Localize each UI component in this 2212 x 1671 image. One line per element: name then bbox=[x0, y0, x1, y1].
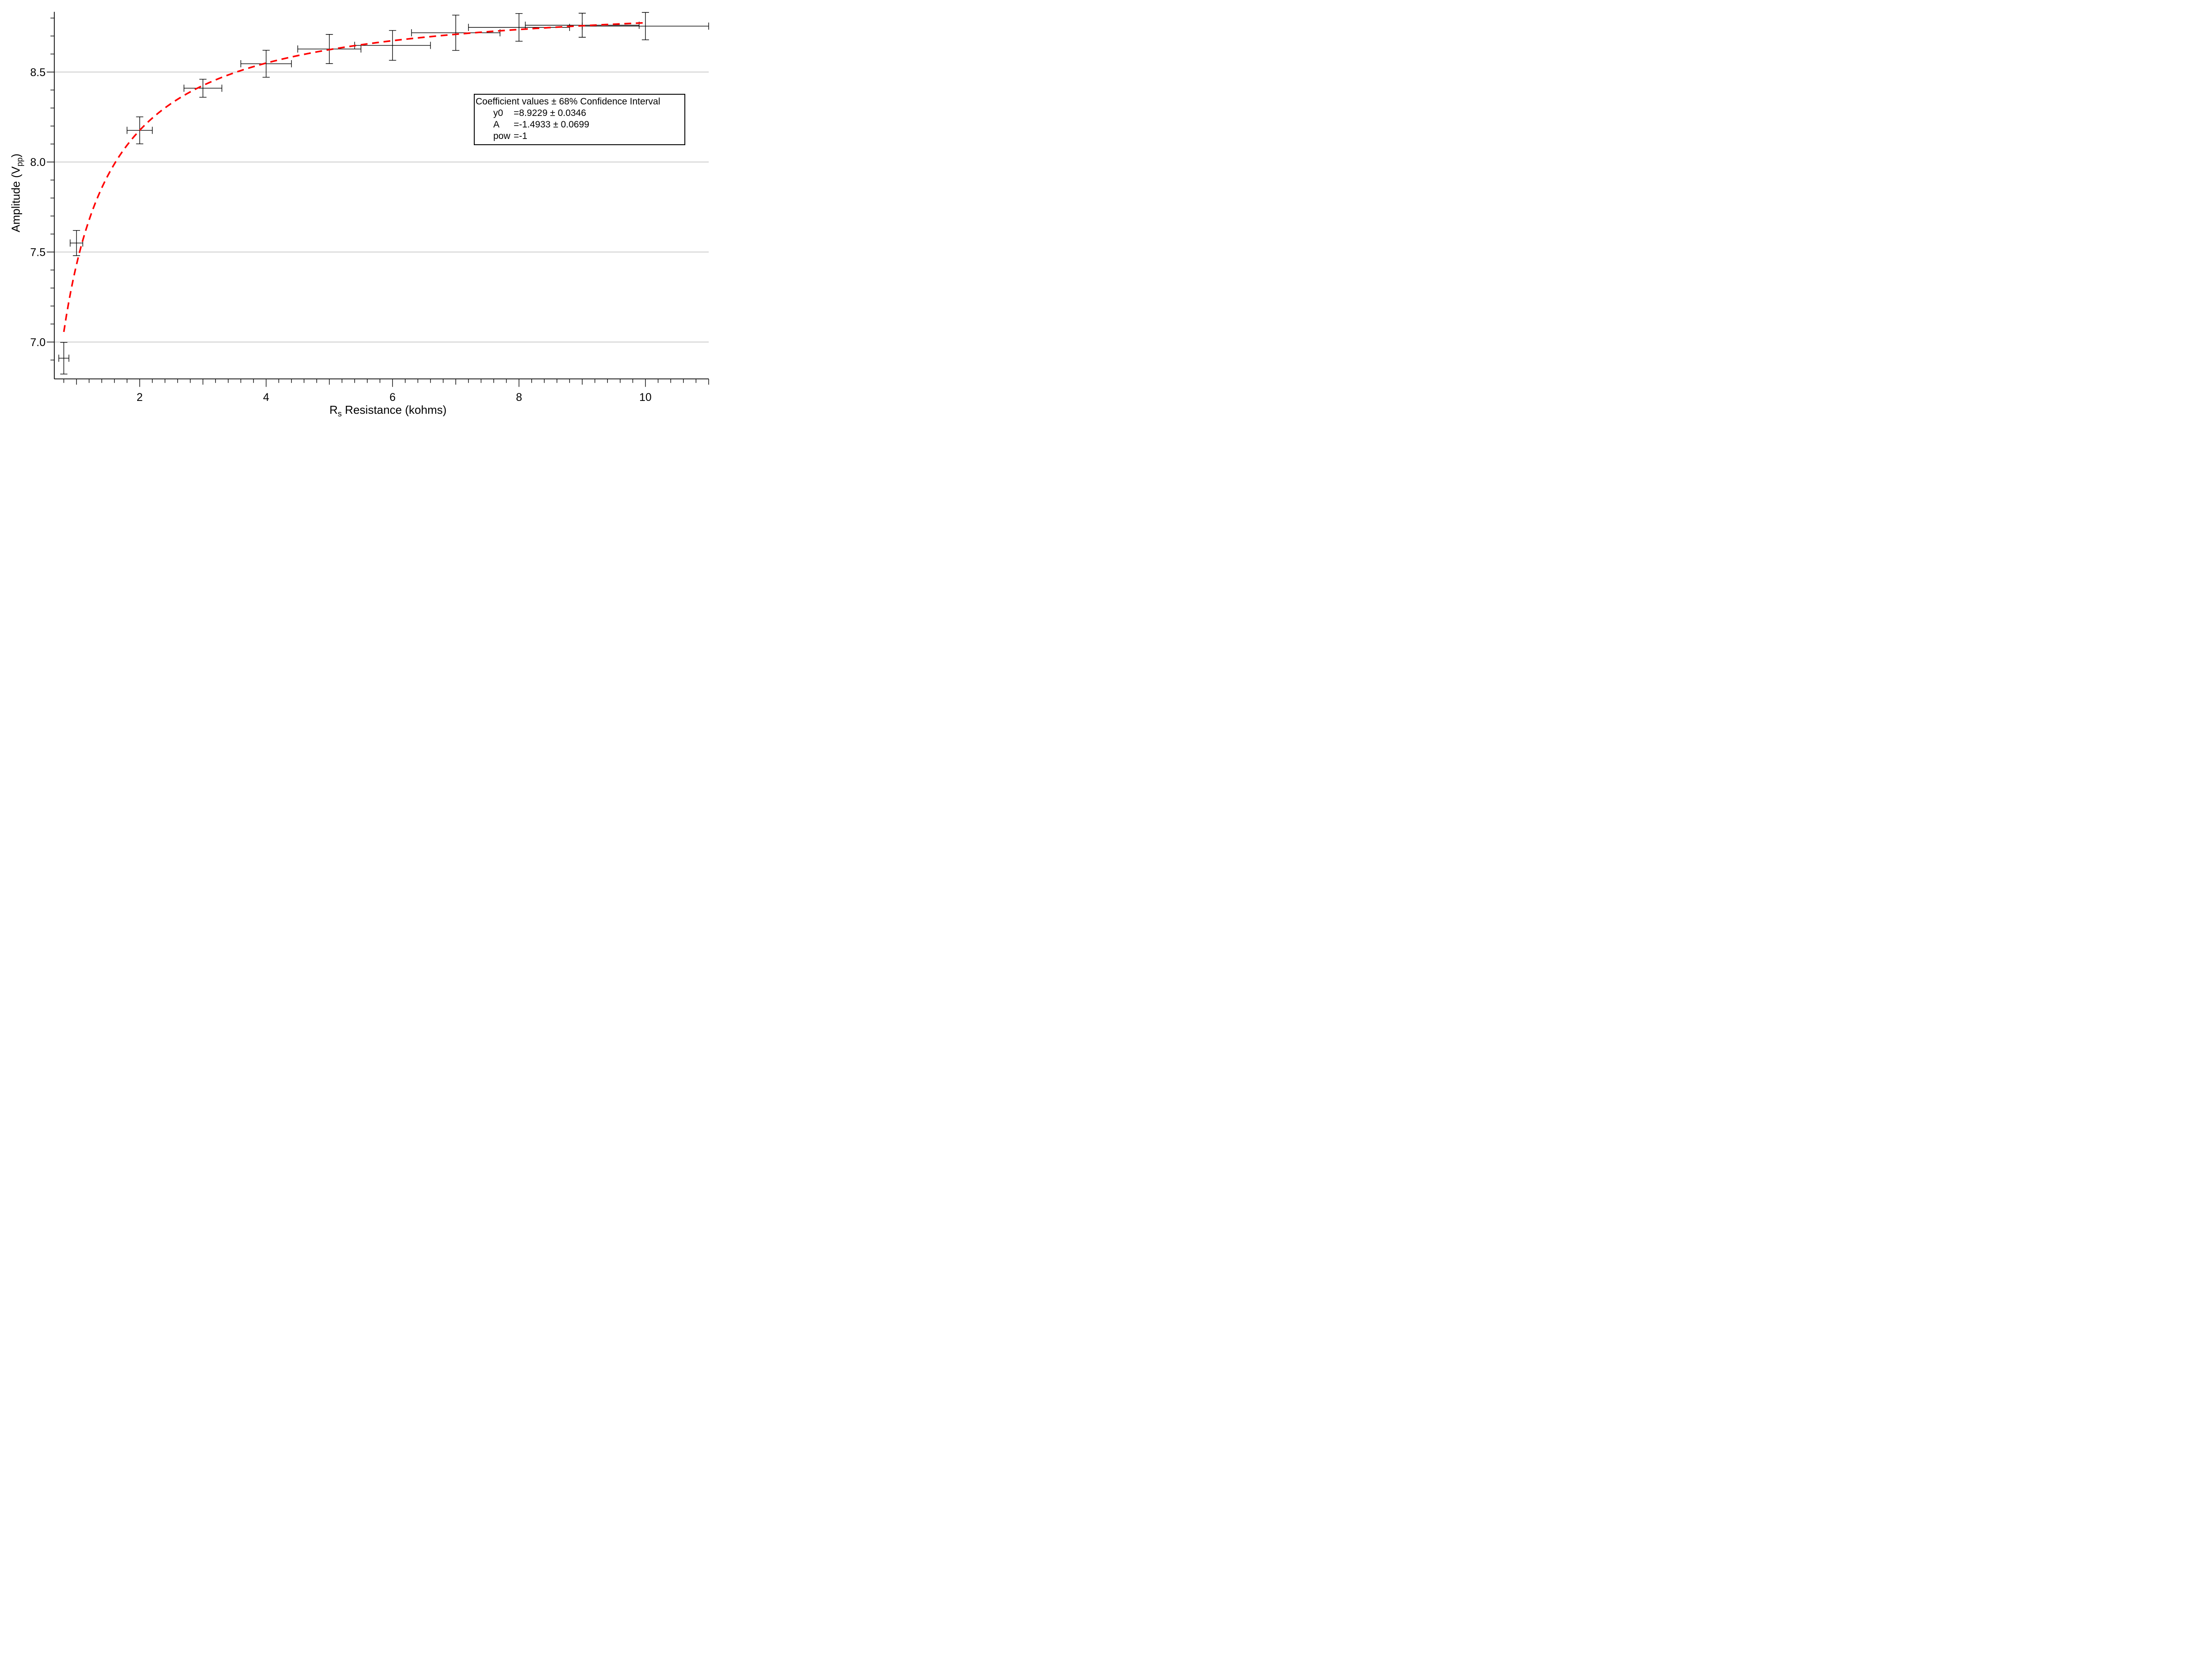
x-axis-title-subscript: s bbox=[338, 409, 342, 418]
plot-canvas: 7.0 7.5 8.0 8.5 2 4 6 8 10 bbox=[30, 12, 709, 404]
fit-coefficient-value: =-1.4933 ± 0.0699 bbox=[514, 119, 589, 130]
fit-coefficient-value: =8.9229 ± 0.0346 bbox=[514, 108, 586, 118]
fit-coefficient-name: A bbox=[493, 119, 500, 130]
y-axis-title-text: Amplitude (V bbox=[9, 166, 23, 232]
fit-coefficient-name: y0 bbox=[493, 108, 503, 118]
error-bar-point bbox=[240, 50, 292, 78]
x-tick-label: 6 bbox=[389, 391, 396, 404]
fit-results-box: Coefficient values ± 68% Confidence Inte… bbox=[474, 94, 685, 145]
error-bar-point bbox=[468, 13, 570, 42]
fit-coefficient-row: A =-1.4933 ± 0.0699 bbox=[475, 119, 684, 131]
x-axis-title-rest: Resistance (kohms) bbox=[342, 403, 447, 416]
fit-coefficient-name: pow bbox=[493, 131, 511, 141]
fit-coefficient-row: pow =-1 bbox=[475, 131, 684, 142]
x-axis-title-text: R bbox=[329, 403, 338, 416]
error-bar-point bbox=[582, 12, 709, 40]
fit-coefficient-value: =-1 bbox=[514, 131, 527, 141]
x-tick-label: 4 bbox=[263, 391, 269, 404]
y-axis-title-close: ) bbox=[9, 154, 23, 158]
y-tick-label: 7.5 bbox=[30, 246, 46, 259]
x-tick-label: 8 bbox=[516, 391, 522, 404]
fit-results-title: Coefficient values ± 68% Confidence Inte… bbox=[476, 96, 661, 107]
y-tick-label: 8.0 bbox=[30, 156, 46, 169]
fit-coefficient-row: y0 =8.9229 ± 0.0346 bbox=[475, 108, 684, 119]
error-bar-point bbox=[69, 230, 83, 256]
error-bar-point bbox=[411, 15, 500, 51]
x-tick-label: 2 bbox=[137, 391, 143, 404]
y-axis-title-subscript: pp bbox=[15, 157, 24, 167]
error-bar-point bbox=[354, 30, 431, 61]
error-bar-point bbox=[184, 79, 223, 98]
fit-curve bbox=[63, 22, 646, 332]
y-axis-title: Amplitude (Vpp) bbox=[9, 154, 24, 232]
error-bar-point bbox=[58, 342, 69, 374]
y-tick-label: 7.0 bbox=[30, 336, 46, 349]
x-axis-title: Rs Resistance (kohms) bbox=[330, 403, 447, 418]
y-tick-label: 8.5 bbox=[30, 66, 46, 79]
x-tick-label: 10 bbox=[639, 391, 652, 404]
chart-figure: 7.0 7.5 8.0 8.5 2 4 6 8 10 Amplitude (Vpp) Rs Re… bbox=[0, 0, 736, 418]
